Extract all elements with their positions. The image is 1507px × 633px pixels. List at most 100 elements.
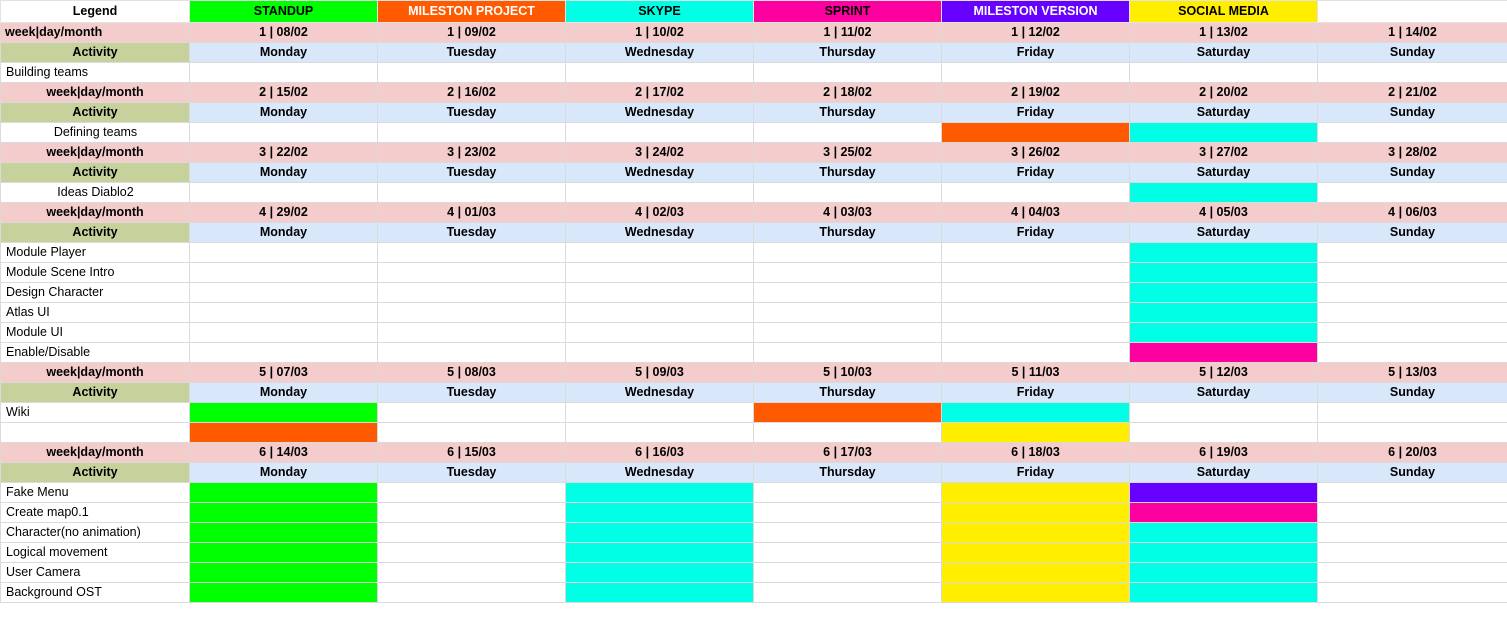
date-cell[interactable]: 4 | 02/03 — [565, 202, 754, 223]
legend-title[interactable]: Legend — [0, 0, 190, 23]
empty-cell[interactable] — [1317, 482, 1507, 503]
weekday-cell[interactable]: Thursday — [753, 42, 942, 63]
weekday-cell[interactable]: Monday — [189, 462, 378, 483]
week-label-cell[interactable]: week|day/month — [0, 362, 190, 383]
weekday-cell[interactable]: Monday — [189, 102, 378, 123]
date-cell[interactable]: 3 | 24/02 — [565, 142, 754, 163]
empty-cell[interactable] — [1317, 302, 1507, 323]
empty-cell[interactable] — [377, 62, 566, 83]
weekday-cell[interactable]: Sunday — [1317, 102, 1507, 123]
date-cell[interactable]: 4 | 06/03 — [1317, 202, 1507, 223]
empty-cell[interactable] — [377, 482, 566, 503]
activity-cell-milestone-project[interactable] — [189, 422, 378, 443]
empty-cell[interactable] — [753, 122, 942, 143]
activity-cell-skype[interactable] — [1129, 322, 1318, 343]
date-cell[interactable]: 1 | 12/02 — [941, 22, 1130, 43]
empty-cell[interactable] — [377, 122, 566, 143]
empty-cell[interactable] — [377, 422, 566, 443]
empty-cell[interactable] — [1129, 62, 1318, 83]
date-cell[interactable]: 2 | 18/02 — [753, 82, 942, 103]
activity-label-cell[interactable]: Activity — [0, 462, 190, 483]
week-label-cell[interactable]: week|day/month — [0, 142, 190, 163]
date-cell[interactable]: 5 | 08/03 — [377, 362, 566, 383]
empty-cell[interactable] — [377, 262, 566, 283]
empty-cell[interactable] — [565, 182, 754, 203]
empty-cell[interactable] — [1317, 502, 1507, 523]
activity-cell-skype[interactable] — [1129, 562, 1318, 583]
empty-cell[interactable] — [565, 302, 754, 323]
date-cell[interactable]: 6 | 14/03 — [189, 442, 378, 463]
empty-cell[interactable] — [753, 502, 942, 523]
empty-cell[interactable] — [1317, 262, 1507, 283]
empty-cell[interactable] — [753, 302, 942, 323]
empty-cell[interactable] — [377, 562, 566, 583]
weekday-cell[interactable]: Saturday — [1129, 462, 1318, 483]
date-cell[interactable]: 2 | 20/02 — [1129, 82, 1318, 103]
empty-cell[interactable] — [753, 562, 942, 583]
task-label-cell[interactable]: Wiki — [0, 402, 190, 423]
empty-cell[interactable] — [941, 242, 1130, 263]
empty-cell[interactable] — [377, 582, 566, 603]
weekday-cell[interactable]: Wednesday — [565, 462, 754, 483]
empty-cell[interactable] — [753, 522, 942, 543]
empty-cell[interactable] — [1317, 242, 1507, 263]
activity-label-cell[interactable]: Activity — [0, 222, 190, 243]
task-label-cell[interactable]: Enable/Disable — [0, 342, 190, 363]
empty-cell[interactable] — [1317, 62, 1507, 83]
date-cell[interactable]: 6 | 16/03 — [565, 442, 754, 463]
empty-cell[interactable] — [1317, 322, 1507, 343]
activity-label-cell[interactable]: Activity — [0, 382, 190, 403]
weekday-cell[interactable]: Friday — [941, 382, 1130, 403]
weekday-cell[interactable]: Friday — [941, 222, 1130, 243]
empty-cell[interactable] — [189, 262, 378, 283]
activity-cell-skype[interactable] — [565, 562, 754, 583]
activity-cell-skype[interactable] — [1129, 122, 1318, 143]
empty-cell[interactable] — [1317, 422, 1507, 443]
empty-cell[interactable] — [565, 282, 754, 303]
empty-cell[interactable] — [1129, 422, 1318, 443]
activity-cell-social-media[interactable] — [941, 422, 1130, 443]
empty-cell[interactable] — [377, 542, 566, 563]
empty-cell[interactable] — [565, 122, 754, 143]
empty-cell[interactable] — [1317, 402, 1507, 423]
legend-sprint[interactable]: SPRINT — [753, 0, 942, 23]
date-cell[interactable]: 6 | 15/03 — [377, 442, 566, 463]
task-label-cell[interactable]: Ideas Diablo2 — [0, 182, 190, 203]
legend-milestone-version[interactable]: MILESTON VERSION — [941, 0, 1130, 23]
date-cell[interactable]: 5 | 12/03 — [1129, 362, 1318, 383]
empty-cell[interactable] — [189, 122, 378, 143]
weekday-cell[interactable]: Friday — [941, 462, 1130, 483]
activity-cell-social-media[interactable] — [941, 542, 1130, 563]
weekday-cell[interactable]: Monday — [189, 162, 378, 183]
weekday-cell[interactable]: Monday — [189, 42, 378, 63]
weekday-cell[interactable]: Sunday — [1317, 382, 1507, 403]
date-cell[interactable]: 6 | 20/03 — [1317, 442, 1507, 463]
weekday-cell[interactable]: Tuesday — [377, 42, 566, 63]
empty-cell[interactable] — [1129, 402, 1318, 423]
empty-cell[interactable] — [377, 502, 566, 523]
task-label-cell[interactable]: Background OST — [0, 582, 190, 603]
weekday-cell[interactable]: Thursday — [753, 462, 942, 483]
activity-cell-skype[interactable] — [565, 482, 754, 503]
week-label-cell[interactable]: week|day/month — [0, 202, 190, 223]
activity-cell-milestone-project[interactable] — [753, 402, 942, 423]
date-cell[interactable]: 4 | 29/02 — [189, 202, 378, 223]
weekday-cell[interactable]: Wednesday — [565, 222, 754, 243]
activity-cell-skype[interactable] — [1129, 302, 1318, 323]
date-cell[interactable]: 2 | 15/02 — [189, 82, 378, 103]
weekday-cell[interactable]: Tuesday — [377, 102, 566, 123]
task-label-cell[interactable]: Logical movement — [0, 542, 190, 563]
week-label-cell[interactable]: week|day/month — [0, 22, 190, 43]
activity-label-cell[interactable]: Activity — [0, 162, 190, 183]
activity-cell-skype[interactable] — [565, 522, 754, 543]
date-cell[interactable]: 3 | 28/02 — [1317, 142, 1507, 163]
task-label-cell[interactable]: User Camera — [0, 562, 190, 583]
empty-cell[interactable] — [941, 182, 1130, 203]
activity-cell-standup[interactable] — [189, 402, 378, 423]
task-label-cell[interactable]: Design Character — [0, 282, 190, 303]
date-cell[interactable]: 4 | 04/03 — [941, 202, 1130, 223]
date-cell[interactable]: 4 | 03/03 — [753, 202, 942, 223]
task-label-cell[interactable]: Building teams — [0, 62, 190, 83]
activity-cell-social-media[interactable] — [941, 502, 1130, 523]
weekday-cell[interactable]: Tuesday — [377, 222, 566, 243]
